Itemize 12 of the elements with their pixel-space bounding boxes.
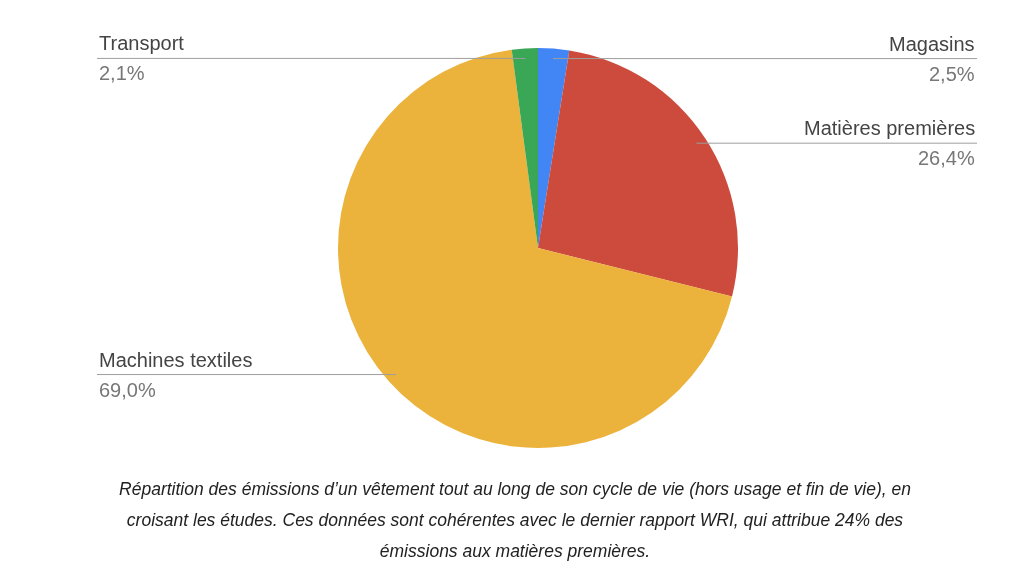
slice-label: Machines textiles	[99, 349, 253, 371]
data-label: 26,4%	[918, 147, 975, 169]
data-label: 69,0%	[99, 379, 156, 401]
text: Répartition des émissions d’un vêtement tout au long de son cycle de vie (hors usage et fin de vie), en croisant les études. Ces données sont cohérentes avec le dernier rapport WRI, qui attribue 24% des émissions aux matières premières.	[118, 478, 912, 563]
data-label: 2,1%	[99, 62, 145, 84]
slice-label: Matières premières	[804, 117, 976, 139]
slice-label: Magasins	[889, 33, 975, 55]
pie-slice	[538, 50, 738, 297]
pie-slice	[538, 48, 570, 248]
pie-slice	[338, 49, 733, 448]
data-label: 2,5%	[929, 63, 975, 85]
slice-label: Transport	[99, 32, 185, 54]
